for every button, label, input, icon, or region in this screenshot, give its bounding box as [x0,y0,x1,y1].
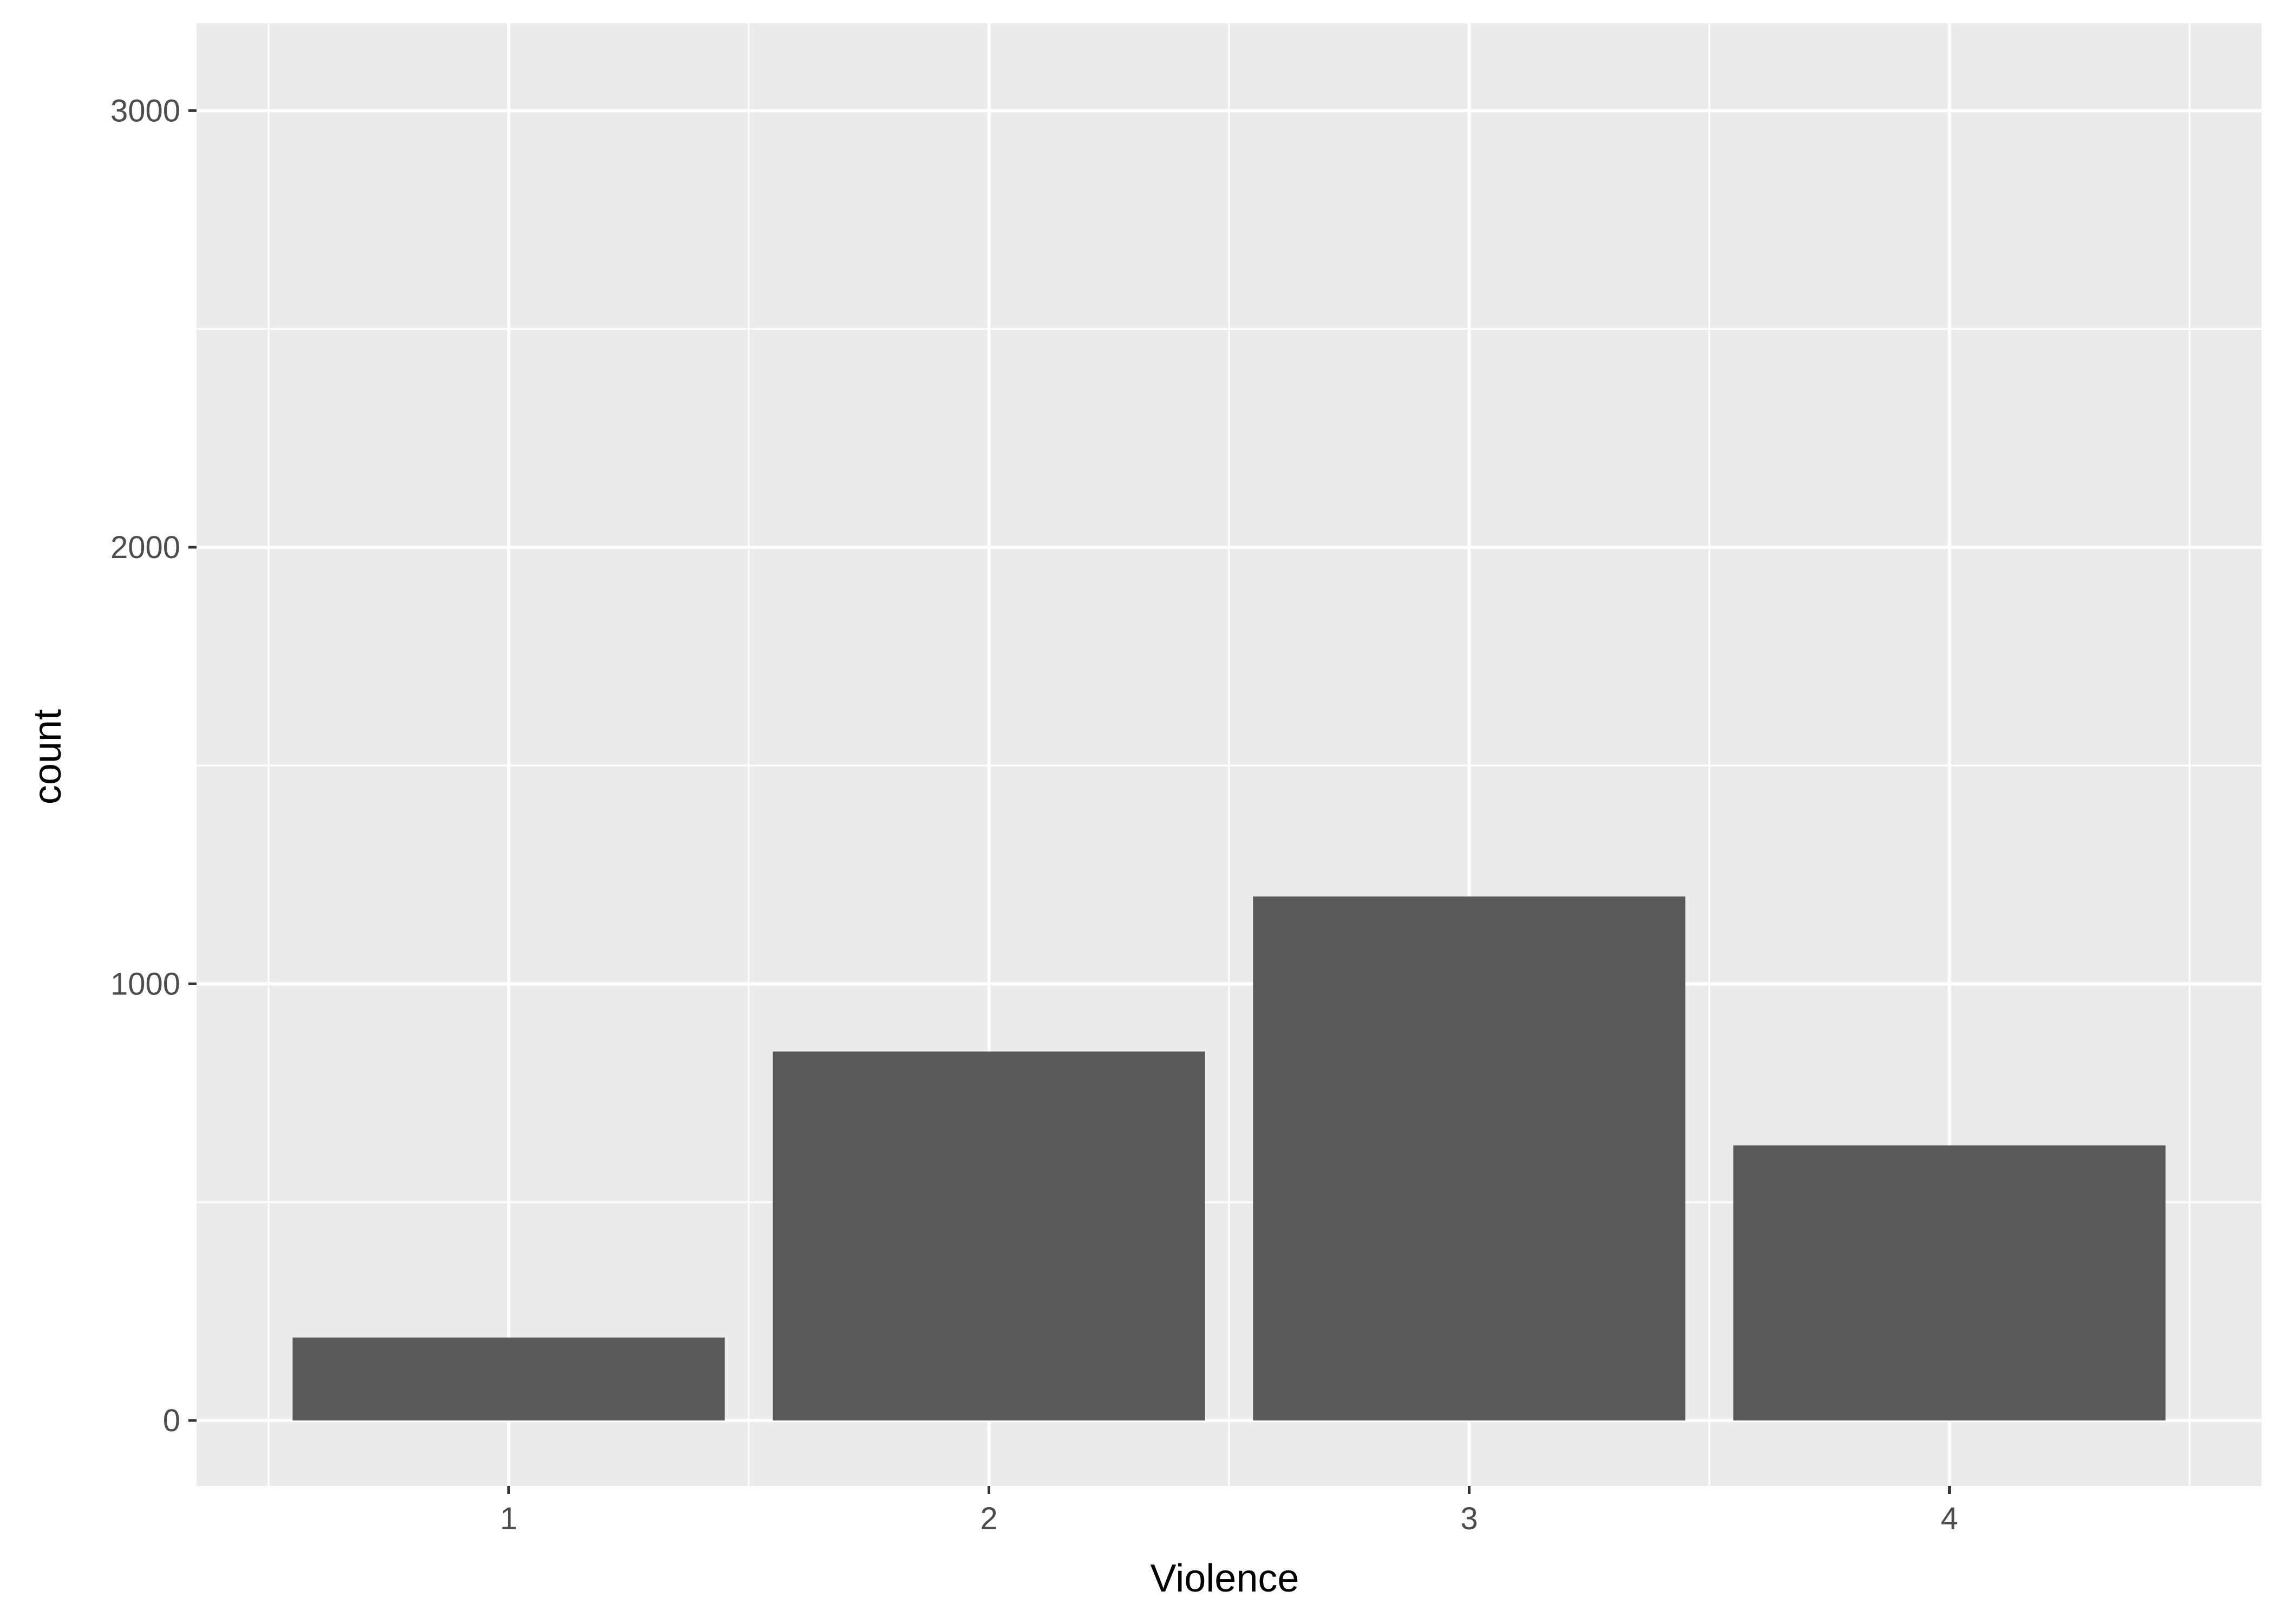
x-tick-label: 4 [1940,1501,1958,1536]
x-tick-label: 1 [500,1501,517,1536]
y-tick-label: 1000 [110,966,180,1001]
y-axis: 0 1000 2000 3000 [110,93,197,1438]
x-axis-title: Violence [1151,1557,1299,1600]
y-axis-title: count [26,709,69,804]
minor-grid [197,23,2262,1486]
bar-3 [1253,896,1685,1421]
y-tick-label: 2000 [110,530,180,565]
x-axis: 1 2 3 4 [500,1486,1958,1536]
bar-1 [292,1337,725,1421]
bars [292,896,2166,1421]
x-tick-label: 3 [1460,1501,1478,1536]
x-tick-label: 2 [980,1501,997,1536]
bar-2 [773,1051,1205,1421]
y-tick-label: 0 [163,1403,180,1438]
y-tick-label: 3000 [110,93,180,128]
bar-4 [1733,1145,2166,1421]
